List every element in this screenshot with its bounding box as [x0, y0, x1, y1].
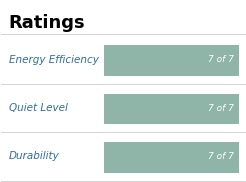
FancyBboxPatch shape: [104, 45, 239, 76]
Text: 7 of 7: 7 of 7: [208, 152, 234, 161]
Text: 7 of 7: 7 of 7: [208, 104, 234, 112]
FancyBboxPatch shape: [104, 142, 239, 173]
Text: Quiet Level: Quiet Level: [9, 103, 68, 113]
Text: Ratings: Ratings: [9, 14, 85, 32]
Text: 7 of 7: 7 of 7: [208, 55, 234, 64]
FancyBboxPatch shape: [104, 94, 239, 124]
Text: Energy Efficiency: Energy Efficiency: [9, 55, 99, 65]
Text: Durability: Durability: [9, 151, 60, 161]
